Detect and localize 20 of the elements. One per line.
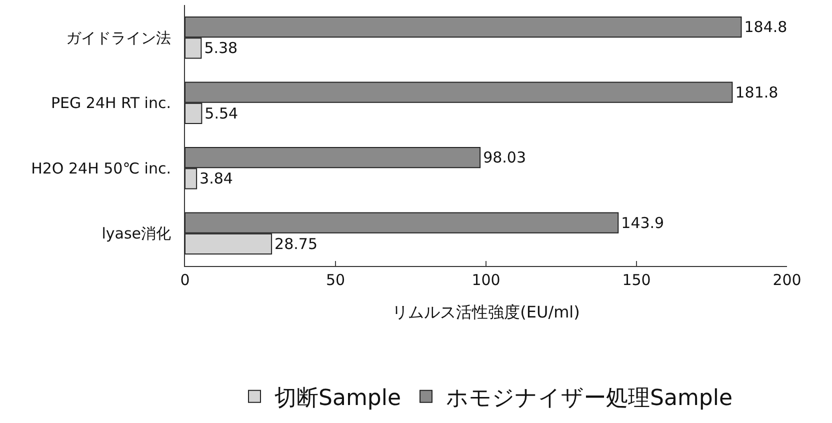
y-tick-label: lyase消化	[102, 224, 171, 243]
x-tick-label: 100	[472, 271, 500, 289]
x-tick-label: 0	[180, 271, 190, 289]
y-tick-label: H2O 24H 50℃ inc.	[31, 159, 171, 178]
legend-label: ホモジナイザー処理Sample	[446, 386, 732, 411]
data-label: 143.9	[621, 214, 664, 232]
data-label: 184.8	[744, 18, 788, 36]
legend-label: 切断Sample	[274, 386, 401, 411]
x-tick-label: 50	[326, 271, 346, 289]
data-label: 98.03	[483, 148, 526, 167]
y-tick-label: ガイドライン法	[66, 28, 171, 47]
data-label: 3.84	[200, 170, 233, 188]
x-tick-label: 200	[772, 271, 802, 289]
data-label: 181.8	[735, 83, 778, 102]
x-axis-title: リムルス活性強度(EU/ml)	[392, 302, 580, 322]
data-label: 5.38	[204, 39, 238, 58]
y-tick-label: PEG 24H RT inc.	[51, 94, 171, 112]
data-label: 5.54	[204, 104, 238, 122]
data-label: 28.75	[274, 234, 318, 253]
x-tick-label: 150	[622, 271, 651, 289]
